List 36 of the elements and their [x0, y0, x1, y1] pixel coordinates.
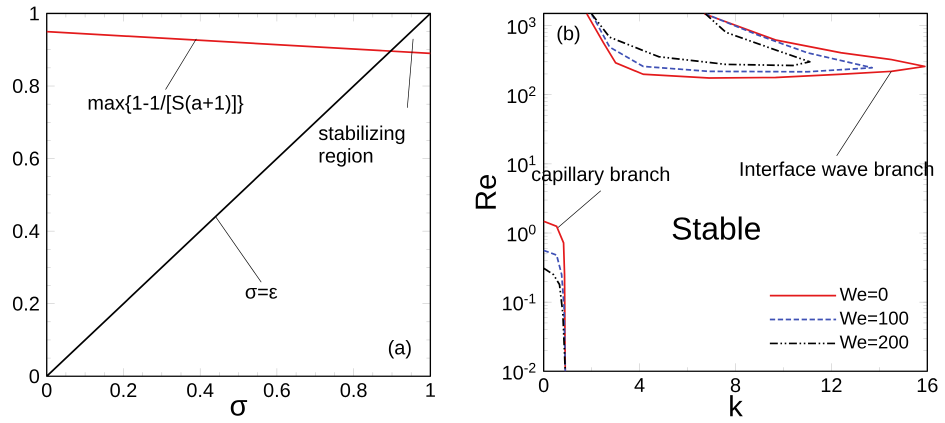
x-tick-label: 0.8	[340, 383, 367, 398]
annotation: Stable	[672, 216, 760, 240]
y-tick-label: 10$^{-2}$	[503, 362, 536, 380]
legend-label: We=200	[840, 335, 908, 349]
legend-label: We=100	[840, 312, 908, 325]
x-axis-title: k	[730, 395, 743, 416]
x-tick-label: 0.4	[187, 383, 214, 398]
y-tick-label: 0.2	[12, 296, 39, 311]
y-tick-label: 1	[30, 6, 39, 20]
legend-label: We=0	[840, 288, 888, 301]
x-tick-label: 0.2	[110, 383, 136, 398]
x-tick-label: 0	[42, 383, 52, 398]
y-axis-title: Re	[476, 175, 496, 209]
annotation: (a)	[388, 340, 411, 359]
x-axis-title: σ	[230, 400, 248, 416]
y-tick-label: 10$^{-1}$	[503, 294, 536, 311]
annotation: stabilizing region	[318, 126, 404, 167]
x-tick-label: 0	[538, 378, 548, 392]
y-tick-label: 10$^{0}$	[508, 224, 536, 242]
y-tick-label: 10$^{3}$	[508, 17, 536, 34]
y-tick-label: 10$^{2}$	[508, 86, 536, 104]
y-tick-label: 0.8	[12, 79, 39, 94]
x-tick-label: 8	[730, 378, 740, 392]
x-tick-label: 16	[918, 378, 938, 392]
x-tick-label: 1	[426, 383, 435, 397]
x-tick-label: 0.6	[264, 383, 290, 398]
x-tick-label: 4	[634, 378, 645, 392]
y-tick-label: 0	[30, 369, 40, 384]
y-tick-label: 0.6	[12, 152, 39, 166]
line-series	[586, 14, 926, 79]
x-tick-label: 12	[822, 378, 842, 392]
annotation: max{1-1/[S(a+1)]}	[88, 95, 244, 114]
annotation: σ=ε	[246, 288, 278, 299]
y-tick-label: 0.4	[12, 224, 40, 238]
annotation: (b)	[558, 26, 580, 44]
line-series	[590, 14, 874, 73]
